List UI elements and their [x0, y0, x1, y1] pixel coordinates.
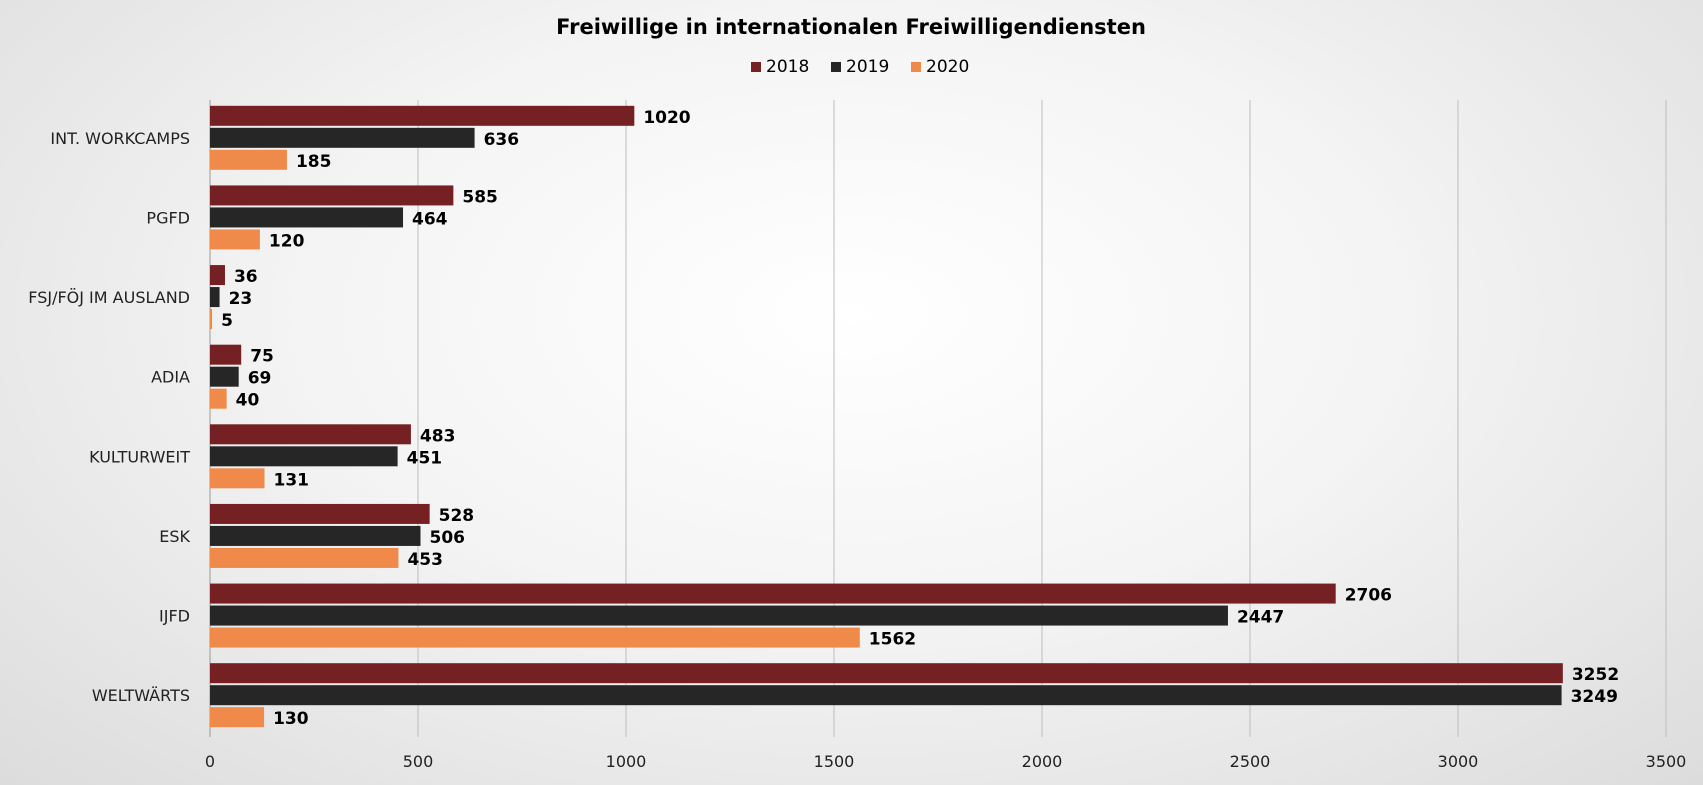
bar-int-workcamps-2019 — [210, 127, 475, 148]
value-label-int-workcamps-2020: 185 — [296, 152, 332, 172]
bar-fsj-föj-im-ausland-2019 — [210, 287, 220, 308]
bar-int-workcamps-2020 — [210, 149, 287, 170]
value-label-ijfd-2018: 2706 — [1345, 586, 1392, 606]
value-label-fsj-föj-im-ausland-2019: 23 — [229, 289, 253, 309]
value-label-fsj-föj-im-ausland-2020: 5 — [221, 311, 233, 331]
bar-fsj-föj-im-ausland-2018 — [210, 265, 225, 286]
bar-pgfd-2018 — [210, 185, 454, 206]
x-tick-label: 2000 — [1022, 752, 1063, 771]
bar-adia-2019 — [210, 366, 239, 387]
value-label-kulturweit-2018: 483 — [420, 426, 456, 446]
legend: 2018 2019 2020 — [751, 57, 969, 77]
legend-label-2018: 2018 — [766, 57, 809, 77]
category-labels: INT. WORKCAMPS PGFD FSJ/FÖJ IM AUSLAND ADIA… — [28, 129, 190, 705]
value-label-pgfd-2020: 120 — [269, 231, 305, 251]
value-label-esk-2019: 506 — [429, 528, 465, 548]
category-label-kulturweit: KULTURWEIT — [89, 447, 190, 466]
bar-adia-2018 — [210, 344, 242, 365]
value-label-ijfd-2020: 1562 — [869, 630, 916, 650]
value-label-adia-2020: 40 — [236, 391, 260, 411]
value-label-adia-2018: 75 — [250, 347, 274, 367]
bar-int-workcamps-2018 — [210, 105, 635, 126]
value-label-esk-2018: 528 — [439, 506, 475, 526]
x-tick-label: 1000 — [606, 752, 647, 771]
value-label-ijfd-2019: 2447 — [1237, 608, 1284, 628]
category-label-adia: ADIA — [151, 368, 190, 387]
value-label-weltwärts-2020: 130 — [273, 709, 309, 729]
value-label-pgfd-2019: 464 — [412, 209, 448, 229]
legend-swatch-2018 — [751, 62, 761, 72]
value-label-pgfd-2018: 585 — [462, 187, 498, 207]
value-label-int-workcamps-2019: 636 — [484, 130, 520, 150]
category-label-weltwärts: WELTWÄRTS — [92, 686, 190, 705]
value-label-fsj-föj-im-ausland-2018: 36 — [234, 267, 258, 287]
gridlines — [209, 100, 1667, 737]
bar-pgfd-2020 — [210, 229, 260, 250]
value-label-kulturweit-2020: 131 — [273, 470, 309, 490]
bar-kulturweit-2019 — [210, 446, 398, 467]
value-label-adia-2019: 69 — [248, 369, 272, 389]
x-tick-label: 2500 — [1230, 752, 1271, 771]
value-label-weltwärts-2018: 3252 — [1572, 665, 1619, 685]
bar-fsj-föj-im-ausland-2020 — [210, 309, 213, 330]
x-tick-label: 3500 — [1646, 752, 1687, 771]
value-label-esk-2020: 453 — [407, 550, 443, 570]
bar-weltwärts-2019 — [210, 685, 1562, 706]
category-label-int-workcamps: INT. WORKCAMPS — [50, 129, 190, 148]
bar-kulturweit-2018 — [210, 424, 411, 445]
bar-weltwärts-2018 — [210, 663, 1563, 684]
bar-esk-2020 — [210, 547, 399, 568]
bar-ijfd-2019 — [210, 605, 1228, 626]
x-tick-label: 0 — [205, 752, 215, 771]
value-label-int-workcamps-2018: 1020 — [643, 108, 690, 128]
legend-swatch-2020 — [911, 62, 921, 72]
category-label-pgfd: PGFD — [146, 208, 190, 227]
category-label-fsj-föj-im-ausland: FSJ/FÖJ IM AUSLAND — [28, 288, 190, 307]
bar-weltwärts-2020 — [210, 707, 265, 728]
category-label-esk: ESK — [159, 527, 190, 546]
chart-title: Freiwillige in internationalen Freiwilli… — [556, 15, 1146, 39]
x-tick-label: 3000 — [1438, 752, 1479, 771]
bar-esk-2019 — [210, 525, 421, 546]
value-label-weltwärts-2019: 3249 — [1571, 687, 1618, 707]
category-label-ijfd: IJFD — [159, 607, 190, 626]
value-label-kulturweit-2019: 451 — [407, 448, 443, 468]
legend-label-2020: 2020 — [926, 57, 969, 77]
bar-pgfd-2019 — [210, 207, 404, 228]
legend-swatch-2019 — [831, 62, 841, 72]
x-tick-labels: 0 500 1000 1500 2000 2500 3000 3500 — [205, 752, 1686, 771]
bar-kulturweit-2020 — [210, 468, 265, 489]
bar-adia-2020 — [210, 388, 227, 409]
x-tick-label: 500 — [403, 752, 434, 771]
x-tick-label: 1500 — [814, 752, 855, 771]
legend-label-2019: 2019 — [846, 57, 889, 77]
bar-esk-2018 — [210, 503, 430, 524]
bar-ijfd-2018 — [210, 583, 1336, 604]
bar-ijfd-2020 — [210, 627, 860, 648]
